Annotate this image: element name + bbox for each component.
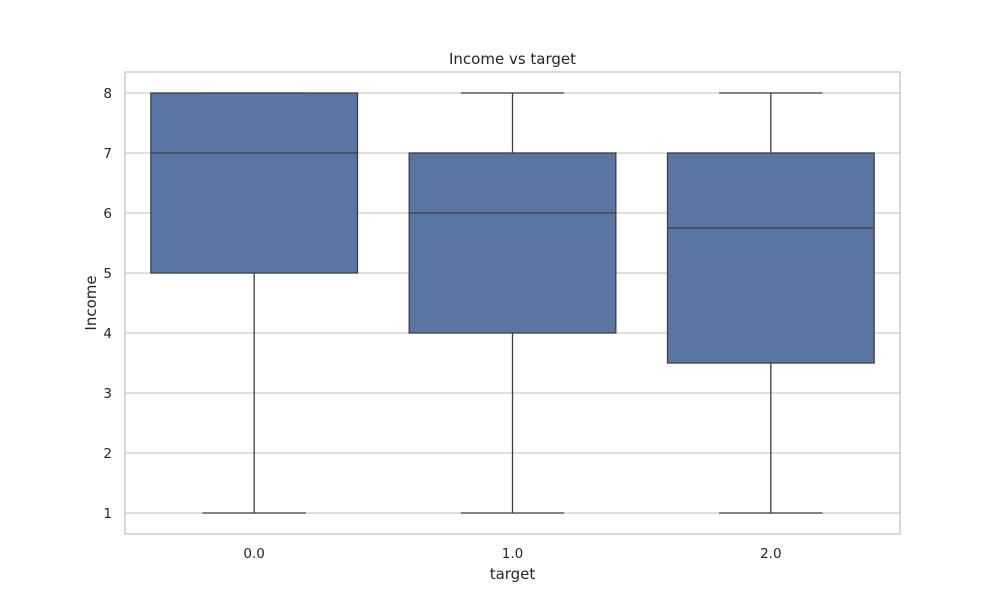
y-tick-label: 3 [103, 386, 112, 402]
iqr-box [408, 152, 617, 334]
x-tick-label: 0.0 [243, 546, 264, 562]
x-tick-label: 1.0 [502, 546, 523, 562]
box-1.0 [408, 92, 617, 514]
y-tick-label: 2 [103, 446, 112, 462]
x-tick-label: 2.0 [760, 546, 781, 562]
y-tick-label: 8 [103, 86, 112, 102]
y-tick-label: 7 [103, 146, 112, 162]
box-0.0 [150, 92, 359, 514]
x-axis-label: target [490, 565, 536, 583]
y-tick-label: 5 [103, 266, 112, 282]
iqr-box [666, 152, 875, 364]
iqr-box [150, 92, 359, 274]
y-tick-label: 6 [103, 206, 112, 222]
tick-layer: 1 2 3 4 5 6 7 8 0.0 1.0 2.0 [103, 86, 781, 562]
y-axis-label: Income [82, 275, 100, 330]
plot-frame [124, 71, 901, 535]
box-layer [150, 92, 875, 514]
y-tick-label: 1 [103, 506, 112, 522]
chart-title: Income vs target [449, 50, 576, 68]
box-2.0 [666, 92, 875, 514]
y-tick-label: 4 [103, 326, 112, 342]
